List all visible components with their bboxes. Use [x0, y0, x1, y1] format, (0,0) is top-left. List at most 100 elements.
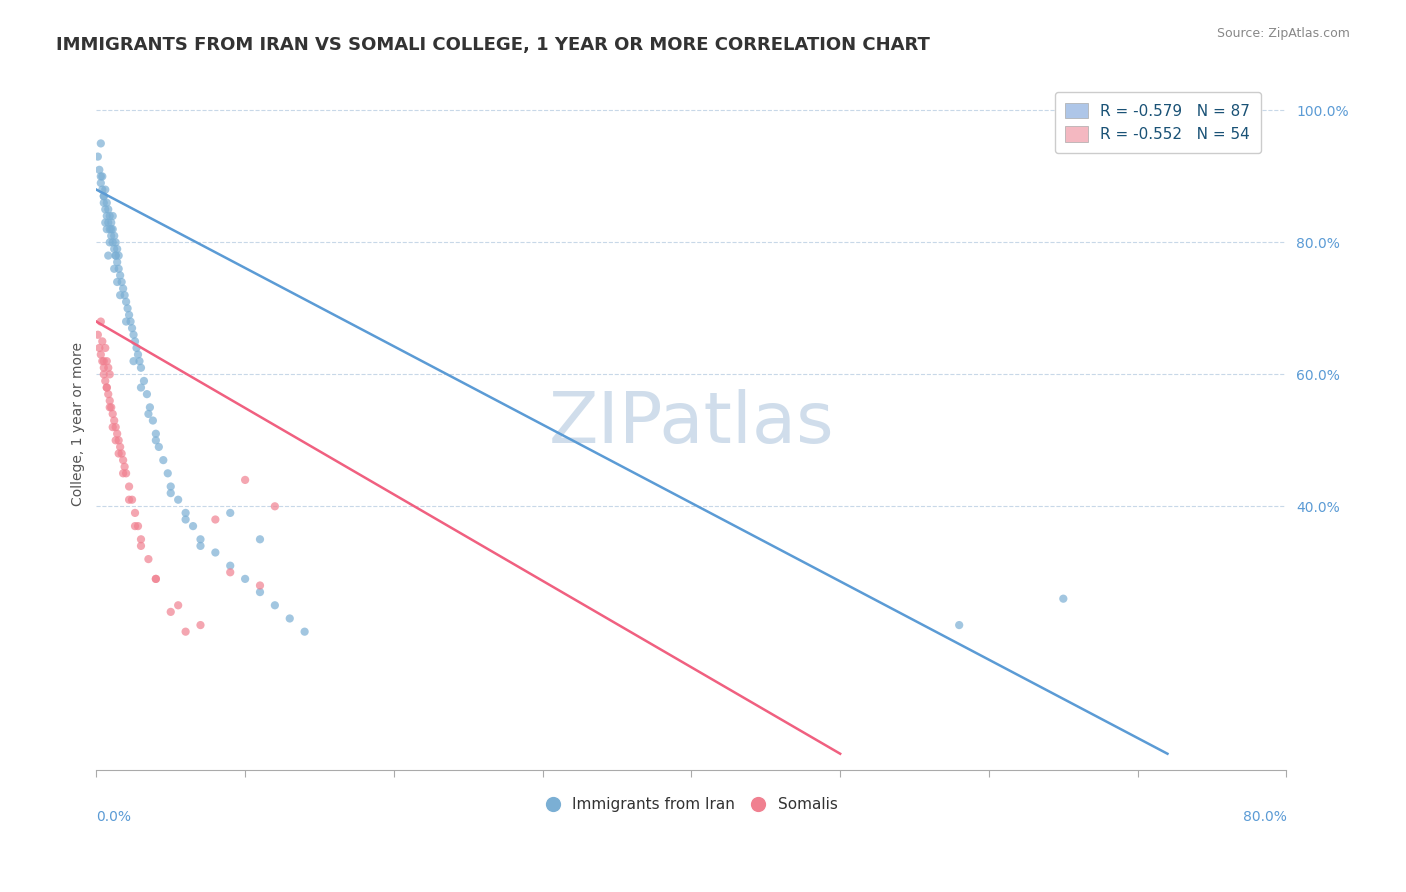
Point	[96, 380, 118, 394]
Point	[101, 222, 124, 236]
Point	[103, 228, 125, 243]
Point	[100, 228, 122, 243]
Point	[91, 354, 114, 368]
Point	[101, 209, 124, 223]
Point	[142, 413, 165, 427]
Point	[115, 467, 138, 481]
Point	[132, 374, 155, 388]
Point	[93, 360, 115, 375]
Point	[104, 434, 127, 448]
Point	[97, 387, 120, 401]
Point	[103, 261, 125, 276]
Point	[294, 624, 316, 639]
Point	[98, 368, 121, 382]
Point	[167, 492, 190, 507]
Point	[145, 572, 167, 586]
Point	[159, 486, 181, 500]
Point	[118, 492, 141, 507]
Point	[219, 506, 242, 520]
Point	[263, 599, 285, 613]
Point	[118, 479, 141, 493]
Point	[249, 533, 271, 547]
Point	[105, 426, 128, 441]
Text: ZIPatlas: ZIPatlas	[548, 389, 834, 458]
Point	[204, 512, 226, 526]
Point	[127, 519, 149, 533]
Point	[98, 222, 121, 236]
Text: IMMIGRANTS FROM IRAN VS SOMALI COLLEGE, 1 YEAR OR MORE CORRELATION CHART: IMMIGRANTS FROM IRAN VS SOMALI COLLEGE, …	[56, 36, 931, 54]
Point	[124, 334, 146, 349]
Point	[104, 249, 127, 263]
Point	[90, 315, 112, 329]
Point	[108, 440, 131, 454]
Point	[148, 440, 170, 454]
Point	[98, 235, 121, 250]
Text: Source: ZipAtlas.com: Source: ZipAtlas.com	[1216, 27, 1350, 40]
Point	[108, 268, 131, 283]
Point	[104, 235, 127, 250]
Point	[107, 434, 129, 448]
Point	[89, 341, 111, 355]
Point	[190, 618, 212, 632]
Point	[114, 288, 136, 302]
Y-axis label: College, 1 year or more: College, 1 year or more	[72, 342, 86, 506]
Point	[129, 533, 152, 547]
Point	[129, 380, 152, 394]
Point	[948, 618, 970, 632]
Point	[112, 467, 135, 481]
Point	[94, 216, 117, 230]
Point	[159, 605, 181, 619]
Point	[96, 222, 118, 236]
Point	[249, 578, 271, 592]
Point	[190, 539, 212, 553]
Point	[127, 347, 149, 361]
Point	[121, 321, 143, 335]
Point	[174, 512, 197, 526]
Point	[112, 282, 135, 296]
Point	[100, 222, 122, 236]
Point	[104, 420, 127, 434]
Point	[278, 611, 301, 625]
Point	[1052, 591, 1074, 606]
Point	[104, 249, 127, 263]
Point	[174, 624, 197, 639]
Point	[124, 519, 146, 533]
Point	[125, 341, 148, 355]
Point	[107, 249, 129, 263]
Point	[174, 506, 197, 520]
Point	[129, 360, 152, 375]
Point	[112, 453, 135, 467]
Point	[87, 327, 110, 342]
Point	[233, 473, 256, 487]
Point	[90, 347, 112, 361]
Point	[93, 189, 115, 203]
Point	[118, 308, 141, 322]
Legend: Immigrants from Iran, Somalis: Immigrants from Iran, Somalis	[538, 791, 844, 818]
Point	[100, 216, 122, 230]
Point	[89, 162, 111, 177]
Point	[145, 434, 167, 448]
Point	[249, 585, 271, 599]
Point	[159, 479, 181, 493]
Point	[114, 459, 136, 474]
Point	[107, 261, 129, 276]
Point	[103, 413, 125, 427]
Point	[219, 558, 242, 573]
Point	[97, 216, 120, 230]
Point	[129, 539, 152, 553]
Point	[97, 360, 120, 375]
Point	[91, 334, 114, 349]
Point	[103, 242, 125, 256]
Point	[105, 255, 128, 269]
Point	[122, 354, 145, 368]
Text: 80.0%: 80.0%	[1243, 810, 1286, 824]
Point	[108, 288, 131, 302]
Point	[98, 401, 121, 415]
Point	[120, 315, 142, 329]
Point	[111, 275, 134, 289]
Point	[138, 407, 160, 421]
Point	[145, 572, 167, 586]
Point	[91, 183, 114, 197]
Point	[115, 294, 138, 309]
Point	[96, 380, 118, 394]
